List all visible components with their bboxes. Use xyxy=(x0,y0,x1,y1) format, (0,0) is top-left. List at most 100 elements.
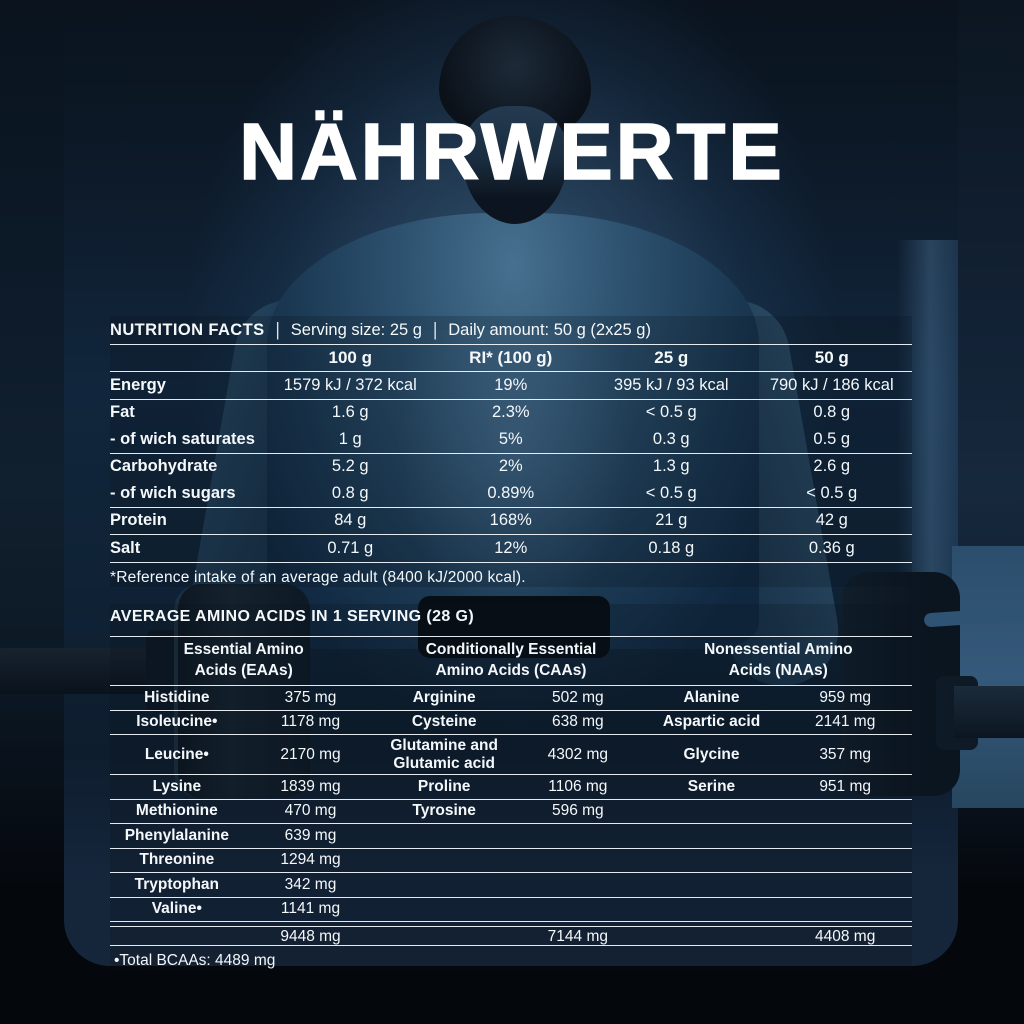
eaa-cell: Isoleucine• 1178 mg xyxy=(136,713,341,731)
caa-cell xyxy=(377,824,644,848)
group-header-line: Acids (EAAs) xyxy=(194,662,293,679)
caa-cell: Tyrosine 596 mg xyxy=(412,802,604,820)
divider xyxy=(110,734,912,735)
divider xyxy=(110,945,912,946)
row-label: - of wich sugars xyxy=(110,483,236,502)
eaa-cell: Threonine 1294 mg xyxy=(139,851,341,869)
cell: 0.18 g xyxy=(648,538,695,557)
column-header-row: 100 g RI* (100 g) 25 g 50 g xyxy=(110,345,912,371)
cell: 0.89% xyxy=(487,483,535,502)
group-header-naa: Nonessential Amino Acids (NAAs) xyxy=(645,640,912,682)
naa-cell: Glycine 357 mg xyxy=(683,745,872,763)
group-header-line: Conditionally Essential xyxy=(425,641,597,659)
divider xyxy=(110,506,912,508)
eaa-cell: Methionine 470 mg xyxy=(135,802,337,820)
divider xyxy=(110,534,912,535)
cell: 19% xyxy=(494,375,528,394)
divider xyxy=(110,872,912,873)
caa-total-cell: 7144 mg xyxy=(547,928,608,945)
table-row-saturates: - of wich saturates 1 g 5% 0.3 g 0.5 g xyxy=(110,426,912,453)
cell: 0.8 g xyxy=(813,403,851,422)
table-row-carbohydrate: Carbohydrate 5.2 g 2% 1.3 g 2.6 g xyxy=(110,454,912,481)
eaa-cell: Valine• 1141 mg xyxy=(151,900,341,918)
caa-cell: Proline 1106 mg xyxy=(417,777,608,795)
table-row: Methionine 470 mg Tyrosine 596 mg xyxy=(110,800,912,824)
naa-cell xyxy=(645,849,912,873)
row-label: - of wich saturates xyxy=(110,429,255,448)
row-label: Carbohydrate xyxy=(110,457,218,476)
naa-cell: Aspartic acid 2141 mg xyxy=(662,713,876,731)
table-row: Threonine 1294 mg xyxy=(110,849,912,873)
table-row-energy: Energy 1579 kJ / 372 kcal 19% 395 kJ / 9… xyxy=(110,372,912,399)
group-header-line: Acids (NAAs) xyxy=(728,662,828,679)
table-row: Phenylalanine 639 mg xyxy=(110,824,912,848)
column-header: 100 g xyxy=(328,348,372,367)
nutrition-facts-table: NUTRITION FACTS | Serving size: 25 g | D… xyxy=(110,316,912,587)
cell: 0.36 g xyxy=(808,538,855,557)
row-label: Fat xyxy=(110,403,135,422)
cell: 12% xyxy=(494,538,528,557)
cell: 5.2 g xyxy=(331,457,369,476)
cell: 2.3% xyxy=(491,403,530,422)
group-header-line: Essential Amino xyxy=(183,641,304,659)
table-row: Lysine 1839 mg Proline 1106 mg Serine 951 m… xyxy=(110,775,912,799)
total-bcaas-footnote: •Total BCAAs: 4489 mg xyxy=(114,952,276,969)
cell: < 0.5 g xyxy=(806,483,858,502)
athlete-shorts xyxy=(418,596,610,658)
table-row: Leucine• 2170 mg Glutamine and Glutamic a… xyxy=(110,735,912,774)
cell: 21 g xyxy=(655,511,688,530)
eaa-cell: Tryptophan 342 mg xyxy=(134,875,337,893)
daily-amount-text: Daily amount: 50 g (2x25 g) xyxy=(448,320,651,339)
divider xyxy=(110,636,912,637)
table-row-protein: Protein 84 g 168% 21 g 42 g xyxy=(110,508,912,535)
caa-cell xyxy=(377,849,644,873)
divider xyxy=(110,774,912,775)
divider xyxy=(110,398,912,400)
divider xyxy=(110,371,912,372)
cell: 0.3 g xyxy=(652,429,690,448)
column-header: 25 g xyxy=(654,348,689,367)
cell: 1.6 g xyxy=(331,403,369,422)
cell: 84 g xyxy=(334,511,367,530)
cell: 0.71 g xyxy=(327,538,374,557)
amino-table-title: AVERAGE AMINO ACIDS IN 1 SERVING (28 G) xyxy=(110,608,475,625)
cell: 2% xyxy=(498,457,523,476)
naa-cell: Serine 951 mg xyxy=(687,777,872,795)
naa-cell xyxy=(645,824,912,848)
photo-panel xyxy=(64,0,958,966)
athlete-abs-highlight xyxy=(394,330,634,630)
row-label: Protein xyxy=(110,511,167,530)
column-header: 50 g xyxy=(814,348,849,367)
cell: 395 kJ / 93 kcal xyxy=(613,375,729,394)
table-row-sugars: - of wich sugars 0.8 g 0.89% < 0.5 g < 0… xyxy=(110,480,912,507)
group-header-caa: Conditionally Essential Amino Acids (CAA… xyxy=(377,640,644,682)
group-header-line: Amino Acids (CAAs) xyxy=(435,662,587,679)
reference-intake-footnote: *Reference intake of an average adult (8… xyxy=(110,568,526,586)
cell: 2.6 g xyxy=(813,457,851,476)
naa-cell xyxy=(645,873,912,897)
double-divider xyxy=(110,921,912,927)
cell: 0.5 g xyxy=(813,429,851,448)
divider xyxy=(110,561,912,563)
cell: < 0.5 g xyxy=(645,403,697,422)
dumbbell-left-plate xyxy=(174,584,310,798)
table-row: Histidine 375 mg Arginine 502 mg Alanine 95… xyxy=(110,686,912,710)
nutrition-header: NUTRITION FACTS | Serving size: 25 g | D… xyxy=(110,316,912,344)
athlete-torso xyxy=(267,213,759,649)
row-label: Energy xyxy=(110,375,166,394)
totals-row: 9448 mg 7144 mg 4408 mg xyxy=(110,928,912,945)
eaa-cell: Leucine• 2170 mg xyxy=(144,745,341,763)
naa-cell: Alanine 959 mg xyxy=(683,688,872,706)
cell: < 0.5 g xyxy=(645,483,697,502)
divider xyxy=(110,847,912,849)
cell: 42 g xyxy=(815,511,848,530)
eaa-cell: Lysine 1839 mg xyxy=(152,777,341,795)
eaa-cell: Phenylalanine 639 mg xyxy=(124,826,337,844)
cell: 168% xyxy=(489,511,532,530)
dumbbell-right-handle xyxy=(954,686,1024,738)
nutrition-header-title: NUTRITION FACTS xyxy=(110,320,265,339)
table-row-salt: Salt 0.71 g 12% 0.18 g 0.36 g xyxy=(110,535,912,562)
caa-cell xyxy=(377,873,644,897)
athlete-face xyxy=(462,106,568,224)
